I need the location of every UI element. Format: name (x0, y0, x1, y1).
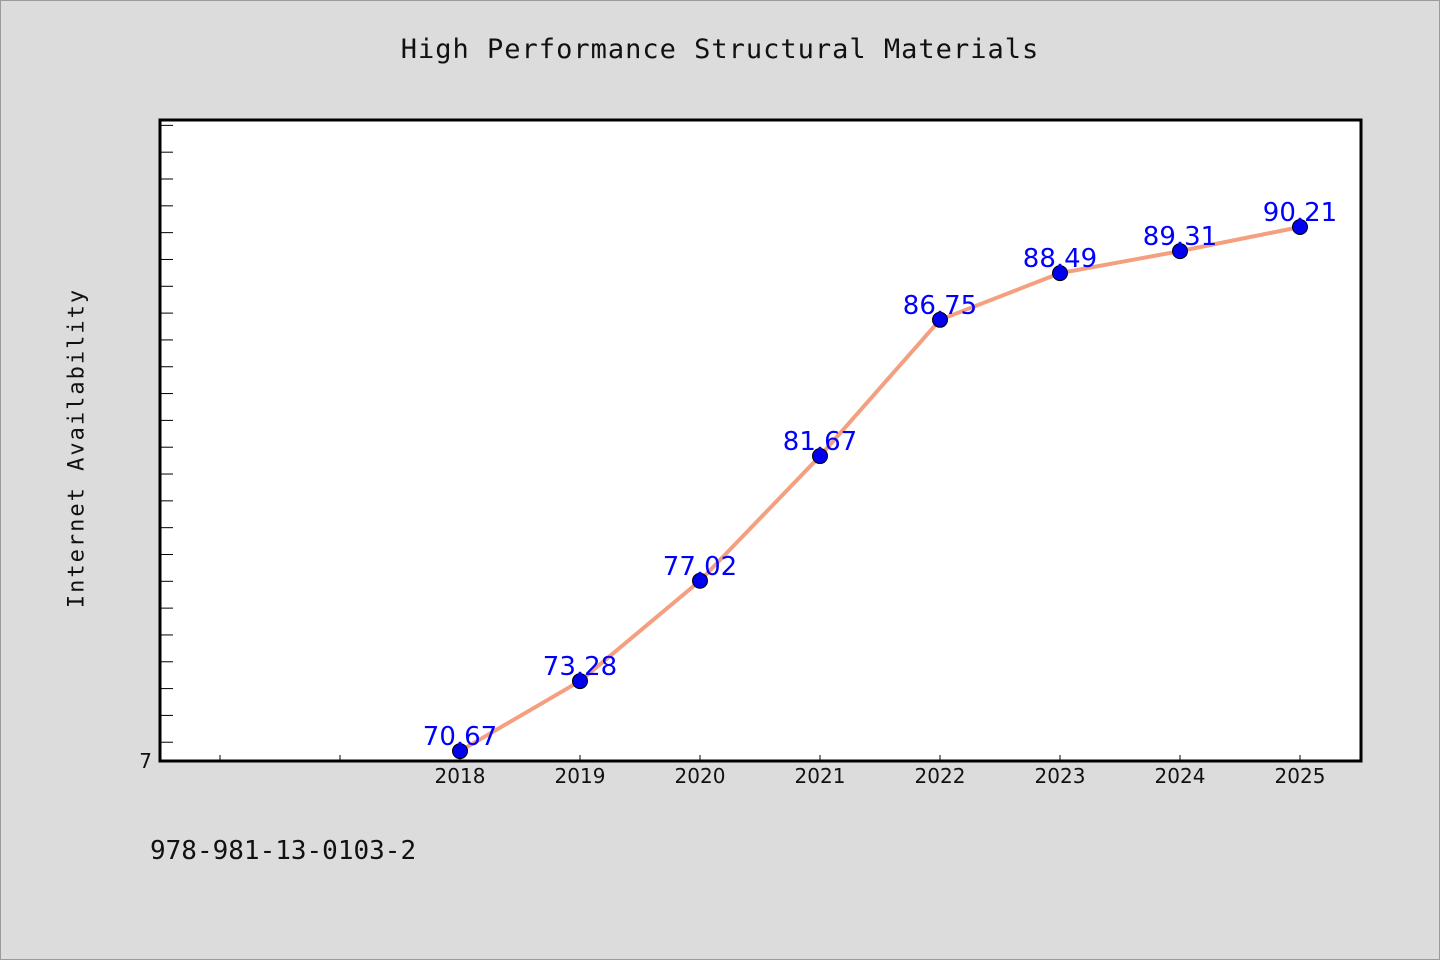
data-point (692, 572, 708, 589)
data-label: 73.28 (543, 652, 617, 682)
data-point (932, 311, 948, 328)
plot-area (158, 118, 1363, 763)
data-label: 89.31 (1143, 222, 1217, 252)
data-point (572, 673, 588, 690)
data-label: 88.49 (1023, 244, 1097, 274)
x-tick-label: 2021 (795, 764, 846, 788)
x-tick-label: 2020 (675, 764, 726, 788)
data-label: 86.75 (903, 291, 977, 321)
data-point (1172, 243, 1188, 260)
data-point (1052, 265, 1068, 282)
x-tick-label: 2023 (1035, 764, 1086, 788)
x-tick-label: 2025 (1275, 764, 1326, 788)
series-line (458, 225, 1301, 753)
data-point (812, 448, 828, 465)
data-point (1292, 219, 1308, 236)
y-tick-label: 7 (139, 749, 152, 773)
isbn-note: 978-981-13-0103-2 (150, 836, 417, 866)
data-label: 90.21 (1263, 198, 1337, 228)
x-tick-label: 2019 (555, 764, 606, 788)
data-label: 70.67 (423, 722, 497, 752)
x-tick-label: 2018 (435, 764, 486, 788)
x-tick-label: 2022 (915, 764, 966, 788)
data-point (452, 743, 468, 760)
data-label: 77.02 (663, 552, 737, 582)
x-tick-label: 2024 (1155, 764, 1206, 788)
data-label: 81.67 (783, 427, 857, 457)
chart-title: High Performance Structural Materials (400, 34, 1040, 65)
